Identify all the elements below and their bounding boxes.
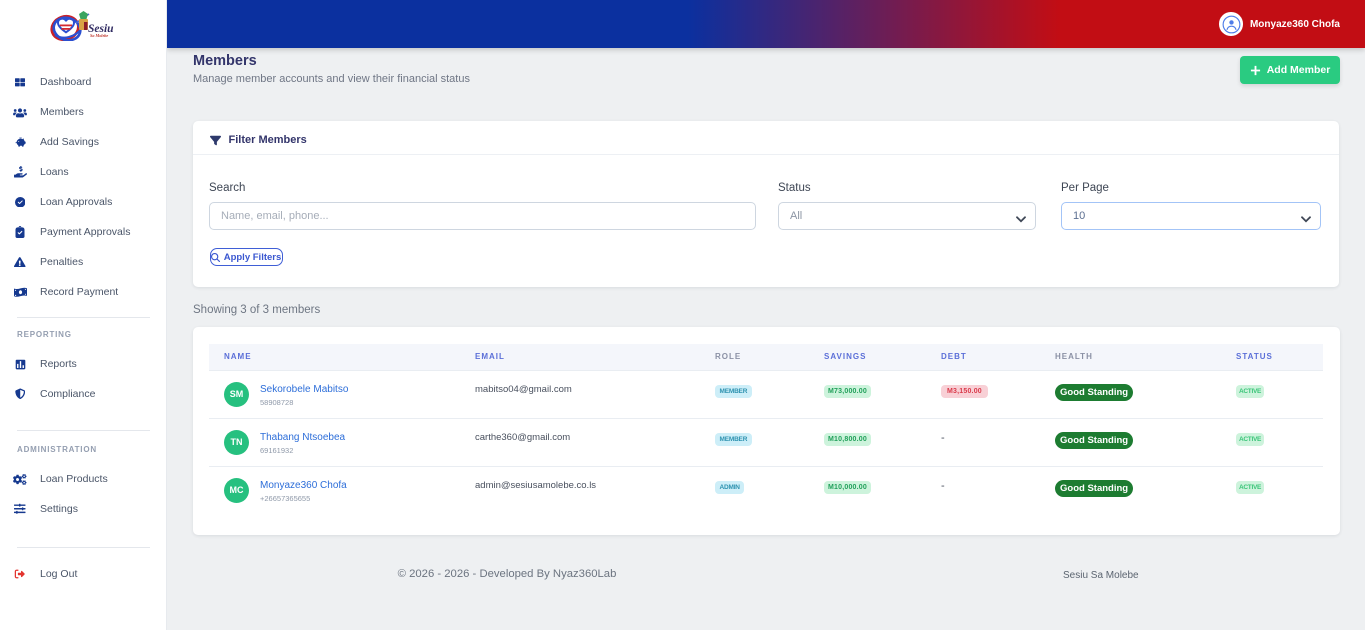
svg-text:Sesiu: Sesiu bbox=[88, 23, 114, 35]
svg-text:Sa Molebe: Sa Molebe bbox=[90, 33, 108, 38]
